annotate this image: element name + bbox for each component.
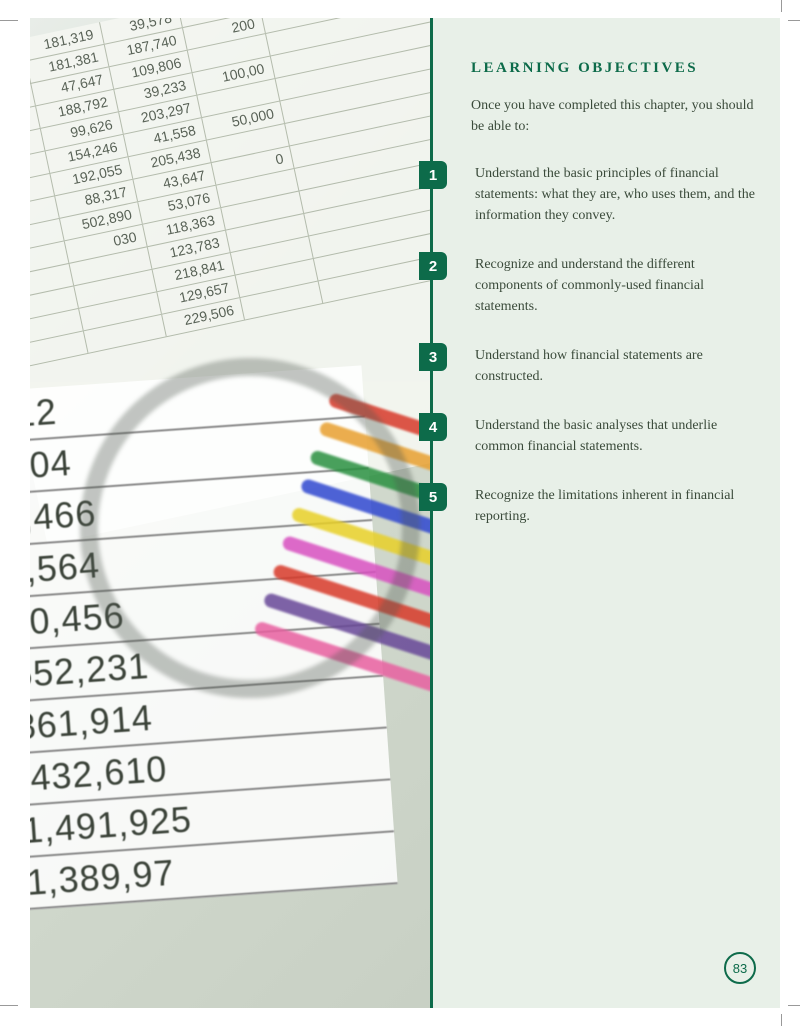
crop-mark <box>781 0 782 12</box>
objective-number-badge: 1 <box>419 161 447 189</box>
objective-number-badge: 3 <box>419 343 447 371</box>
crop-mark <box>0 20 18 21</box>
objective-number-badge: 5 <box>419 483 447 511</box>
section-heading: LEARNING OBJECTIVES <box>471 60 756 77</box>
decorative-financial-image: 36181,31939,578181,381187,74020047,64710… <box>30 18 430 1008</box>
learning-objectives-panel: LEARNING OBJECTIVES Once you have comple… <box>430 18 780 1008</box>
objective-text: Recognize the limitations inherent in fi… <box>475 485 756 527</box>
crop-mark <box>788 20 800 21</box>
objective-text: Understand the basic principles of finan… <box>475 163 756 226</box>
objective-text: Recognize and understand the different c… <box>475 254 756 317</box>
objectives-list: 1Understand the basic principles of fina… <box>471 163 756 527</box>
magnifying-glass-icon <box>80 358 420 698</box>
page-container: 36181,31939,578181,381187,74020047,64710… <box>30 18 780 1008</box>
objective-text: Understand the basic analyses that under… <box>475 415 756 457</box>
intro-text: Once you have completed this chapter, yo… <box>471 95 756 137</box>
objective-item: 5Recognize the limitations inherent in f… <box>471 485 756 527</box>
page-number-badge: 83 <box>724 952 756 984</box>
objective-item: 1Understand the basic principles of fina… <box>471 163 756 226</box>
objective-number-badge: 2 <box>419 252 447 280</box>
objective-item: 4Understand the basic analyses that unde… <box>471 415 756 457</box>
crop-mark <box>781 1014 782 1026</box>
objective-item: 2Recognize and understand the different … <box>471 254 756 317</box>
objective-text: Understand how financial statements are … <box>475 345 756 387</box>
crop-mark <box>0 1005 18 1006</box>
crop-mark <box>788 1005 800 1006</box>
page-number: 83 <box>733 961 747 976</box>
objective-number-badge: 4 <box>419 413 447 441</box>
objective-item: 3Understand how financial statements are… <box>471 345 756 387</box>
